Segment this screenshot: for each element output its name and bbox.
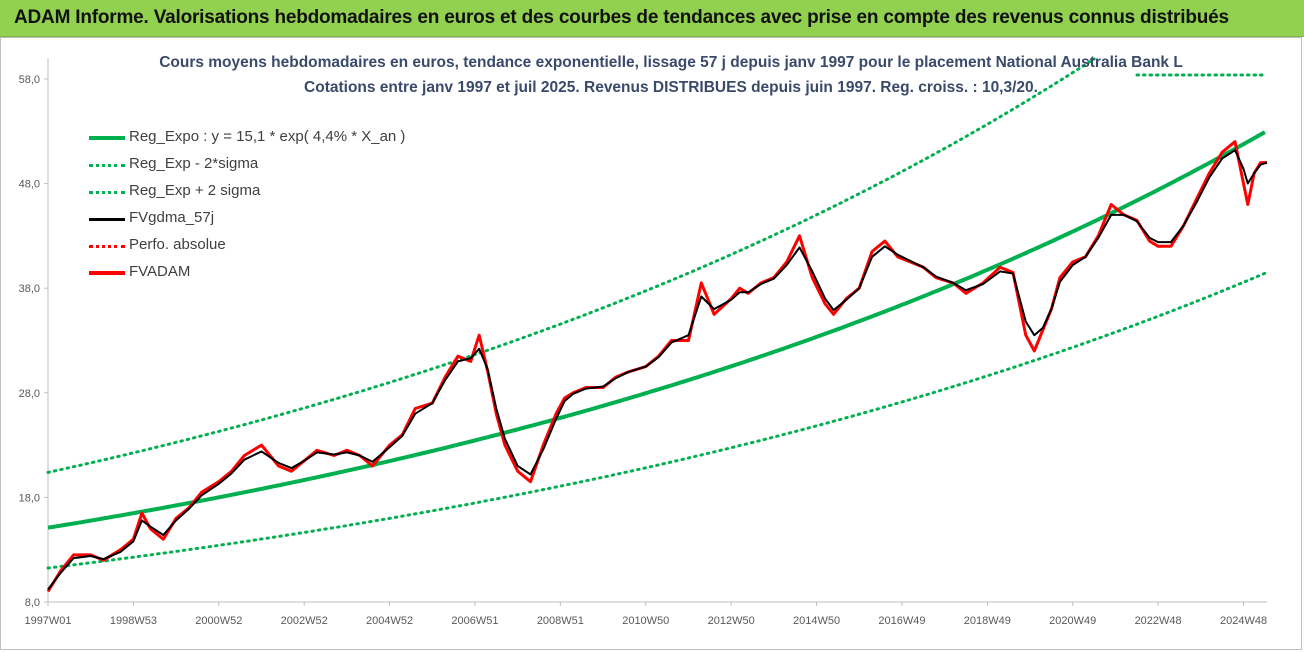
legend-label-fvgdma: FVgdma_57j <box>129 209 215 226</box>
x-tick-label: 2006W51 <box>451 615 498 627</box>
legend-item-reg-minus: Reg_Exp - 2*sigma <box>89 155 449 175</box>
y-tick-label: 18,0 <box>19 492 40 504</box>
legend-label-perfo: Perfo. absolue <box>129 236 226 253</box>
x-tick-label: 2002W52 <box>281 615 328 627</box>
chart-frame: 8,0 18,0 28,0 38,0 48,0 58,0 1997W01 1998W53 200… <box>0 37 1302 650</box>
chart-subtitle-line2: Cotations entre janv 1997 et juil 2025. … <box>304 79 1038 96</box>
legend-swatch-perfo <box>89 245 125 248</box>
reg-exp-plus-2sigma-line <box>46 57 1096 474</box>
legend-item-reg-plus: Reg_Exp + 2 sigma <box>89 182 449 202</box>
legend-item-perfo: Perfo. absolue <box>89 236 449 256</box>
x-tick-label: 2024W48 <box>1220 615 1267 627</box>
x-tick-label: 2018W49 <box>964 615 1011 627</box>
fvgdma-line <box>47 149 1268 591</box>
series-layer <box>46 57 1269 593</box>
y-tick-label: 58,0 <box>19 74 40 86</box>
legend-swatch-reg-minus <box>89 164 125 167</box>
x-tick-label: 2022W48 <box>1135 615 1182 627</box>
x-tick-label: 1997W01 <box>24 615 71 627</box>
axes-layer: 8,0 18,0 28,0 38,0 48,0 58,0 1997W01 1998W53 200… <box>19 58 1267 627</box>
reg-expo-line <box>47 130 1266 530</box>
legend-swatch-fvgdma <box>89 218 125 221</box>
legend-item-reg-expo: Reg_Expo : y = 15,1 * exp( 4,4% * X_an ) <box>89 128 449 148</box>
x-tick-label: 2010W50 <box>622 615 669 627</box>
y-tick-label: 38,0 <box>19 283 40 295</box>
x-tick-label: 2016W49 <box>878 615 925 627</box>
chart-subtitle-line1: Cours moyens hebdomadaires en euros, ten… <box>159 54 1183 71</box>
x-tick-label: 2014W50 <box>793 615 840 627</box>
x-tick-label: 2004W52 <box>366 615 413 627</box>
page-title: ADAM Informe. Valorisations hebdomadaire… <box>14 7 1229 28</box>
y-tick-label: 48,0 <box>19 179 40 191</box>
legend-swatch-reg-expo <box>89 136 125 140</box>
legend-label-reg-expo: Reg_Expo : y = 15,1 * exp( 4,4% * X_an ) <box>129 128 406 145</box>
legend-item-fvgdma: FVgdma_57j <box>89 209 449 229</box>
x-tick-label: 2008W51 <box>537 615 584 627</box>
legend-swatch-reg-plus <box>89 191 125 194</box>
legend-label-fvadam: FVADAM <box>129 263 191 280</box>
header-banner: ADAM Informe. Valorisations hebdomadaire… <box>0 0 1304 37</box>
y-tick-label: 8,0 <box>25 597 40 609</box>
legend-label-reg-plus: Reg_Exp + 2 sigma <box>129 182 261 199</box>
reg-exp-minus-2sigma-line <box>46 271 1267 570</box>
chart-plot: 8,0 18,0 28,0 38,0 48,0 58,0 1997W01 1998W53 200… <box>19 57 1269 627</box>
legend-item-fvadam: FVADAM <box>89 263 449 283</box>
x-tick-label: 1998W53 <box>110 615 157 627</box>
x-tick-label: 2020W49 <box>1049 615 1096 627</box>
x-tick-label: 2012W50 <box>708 615 755 627</box>
y-tick-label: 28,0 <box>19 388 40 400</box>
legend-swatch-fvadam <box>89 271 125 275</box>
legend-label-reg-minus: Reg_Exp - 2*sigma <box>129 155 259 172</box>
x-tick-label: 2000W52 <box>195 615 242 627</box>
